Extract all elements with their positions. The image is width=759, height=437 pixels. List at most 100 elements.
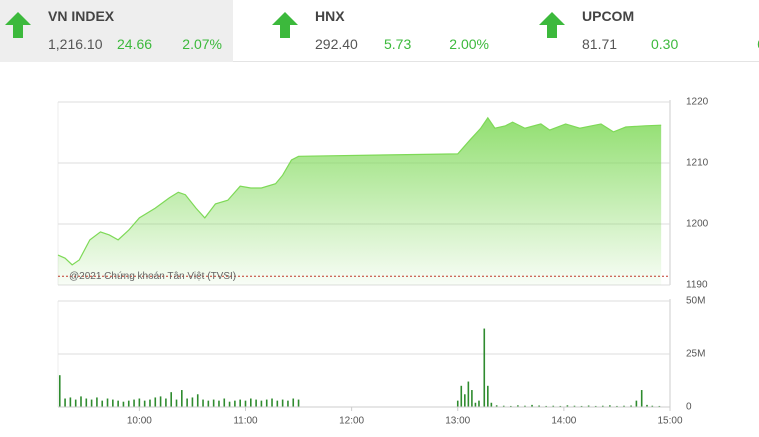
index-value: 81.71 <box>582 36 618 52</box>
volume-bar <box>524 405 526 407</box>
volume-bar <box>239 399 241 407</box>
volume-bar <box>616 405 618 407</box>
volume-bar <box>658 405 661 407</box>
y-tick-label: 1210 <box>686 158 709 169</box>
volume-bar <box>594 405 597 407</box>
x-tick-label: 13:00 <box>445 416 470 427</box>
volume-bar <box>623 405 625 407</box>
up-arrow <box>539 12 565 38</box>
index-change: 24.66 <box>117 36 153 52</box>
volume-bar <box>297 399 300 407</box>
volume-bar <box>228 401 231 407</box>
index-value: 1,216.10 <box>48 36 103 52</box>
volume-bar <box>202 399 204 407</box>
volume-bar <box>478 400 480 407</box>
volume-bar <box>601 405 604 407</box>
volume-bar <box>207 400 210 407</box>
volume-bar <box>64 398 66 407</box>
volume-bar <box>292 398 295 407</box>
volume-bar <box>467 381 470 407</box>
volume-bar <box>244 400 247 407</box>
volume-bar <box>255 399 257 407</box>
volume-bar <box>117 400 119 407</box>
header-divider <box>0 61 759 62</box>
volume-bar <box>165 398 167 407</box>
volume-bar <box>69 397 72 407</box>
price-line <box>57 116 662 266</box>
index-tile[interactable]: UPCOM 81.71 0.30 0.37% <box>534 0 759 62</box>
volume-bar <box>609 405 611 407</box>
volume-bar <box>502 405 505 407</box>
volume-bar <box>580 405 583 407</box>
volume-bar <box>456 400 459 407</box>
index-change: 5.73 <box>384 36 412 52</box>
volume-bar <box>106 398 109 407</box>
volume-bar <box>80 396 82 407</box>
volume-bar <box>573 405 576 407</box>
y-tick-label: 1200 <box>686 219 709 230</box>
volume-bar <box>249 398 252 407</box>
volume-bar <box>181 390 183 407</box>
volume-bar <box>127 400 130 407</box>
volume-bar <box>58 375 61 407</box>
y-tick-label: 1190 <box>686 280 708 291</box>
volume-bar <box>265 399 268 407</box>
index-tile[interactable]: HNX 292.40 5.73 2.00% <box>267 0 534 62</box>
volume-bar <box>531 404 533 407</box>
volume-bar <box>538 405 540 407</box>
index-percent: 0.37% <box>757 36 759 52</box>
volume-bar <box>483 328 486 407</box>
volume-bar <box>90 399 93 407</box>
volume-bar <box>74 399 77 407</box>
volume-bar <box>186 398 188 407</box>
volume-bar <box>122 401 125 407</box>
y-tick-label: 50M <box>686 296 705 307</box>
volume-bar <box>495 405 498 407</box>
volume-bar <box>85 398 88 407</box>
volume-bar <box>196 394 199 407</box>
y-tick-label: 1220 <box>686 97 709 108</box>
index-change: 0.30 <box>651 36 679 52</box>
volume-bar <box>212 399 215 407</box>
volume-bar <box>587 405 590 407</box>
volume-bar <box>159 396 162 407</box>
x-tick-label: 15:00 <box>657 416 682 427</box>
volume-bar <box>287 400 289 407</box>
x-tick-label: 11:00 <box>233 416 258 427</box>
index-percent: 2.07% <box>182 36 222 52</box>
volume-bar <box>490 402 493 407</box>
index-name: HNX <box>315 8 345 24</box>
price-area <box>58 117 662 285</box>
volume-bar <box>630 405 632 407</box>
y-tick-label: 0 <box>686 402 692 413</box>
watermark: @2021 Chứng khoán Tân Việt (TVSI) <box>69 271 236 282</box>
up-arrow <box>5 12 31 38</box>
volume-bar <box>138 398 141 407</box>
x-tick-label: 12:00 <box>339 416 364 427</box>
volume-bar <box>487 385 489 407</box>
volume-bar <box>234 400 236 407</box>
index-name: VN INDEX <box>48 8 115 24</box>
volume-bar <box>175 399 178 407</box>
volume-bar <box>154 397 157 407</box>
volume-bar <box>646 404 648 407</box>
up-arrow <box>272 12 298 38</box>
volume-bar <box>133 399 135 407</box>
volume-bar <box>149 399 151 407</box>
volume-bar <box>510 405 512 407</box>
volume-bar <box>281 399 284 407</box>
volume-bar <box>640 390 643 407</box>
volume-bar <box>96 397 98 407</box>
index-tile[interactable]: VN INDEX 1,216.10 24.66 2.07% <box>0 0 233 62</box>
volume-bar <box>112 399 114 407</box>
volume-bar <box>635 400 638 407</box>
volume-bar <box>460 385 463 407</box>
index-value: 292.40 <box>315 36 358 52</box>
volume-bar <box>559 405 562 407</box>
volume-bar <box>101 400 104 407</box>
volume-bar <box>517 405 519 407</box>
volume-bar <box>276 400 279 407</box>
volume-bar <box>651 405 654 407</box>
